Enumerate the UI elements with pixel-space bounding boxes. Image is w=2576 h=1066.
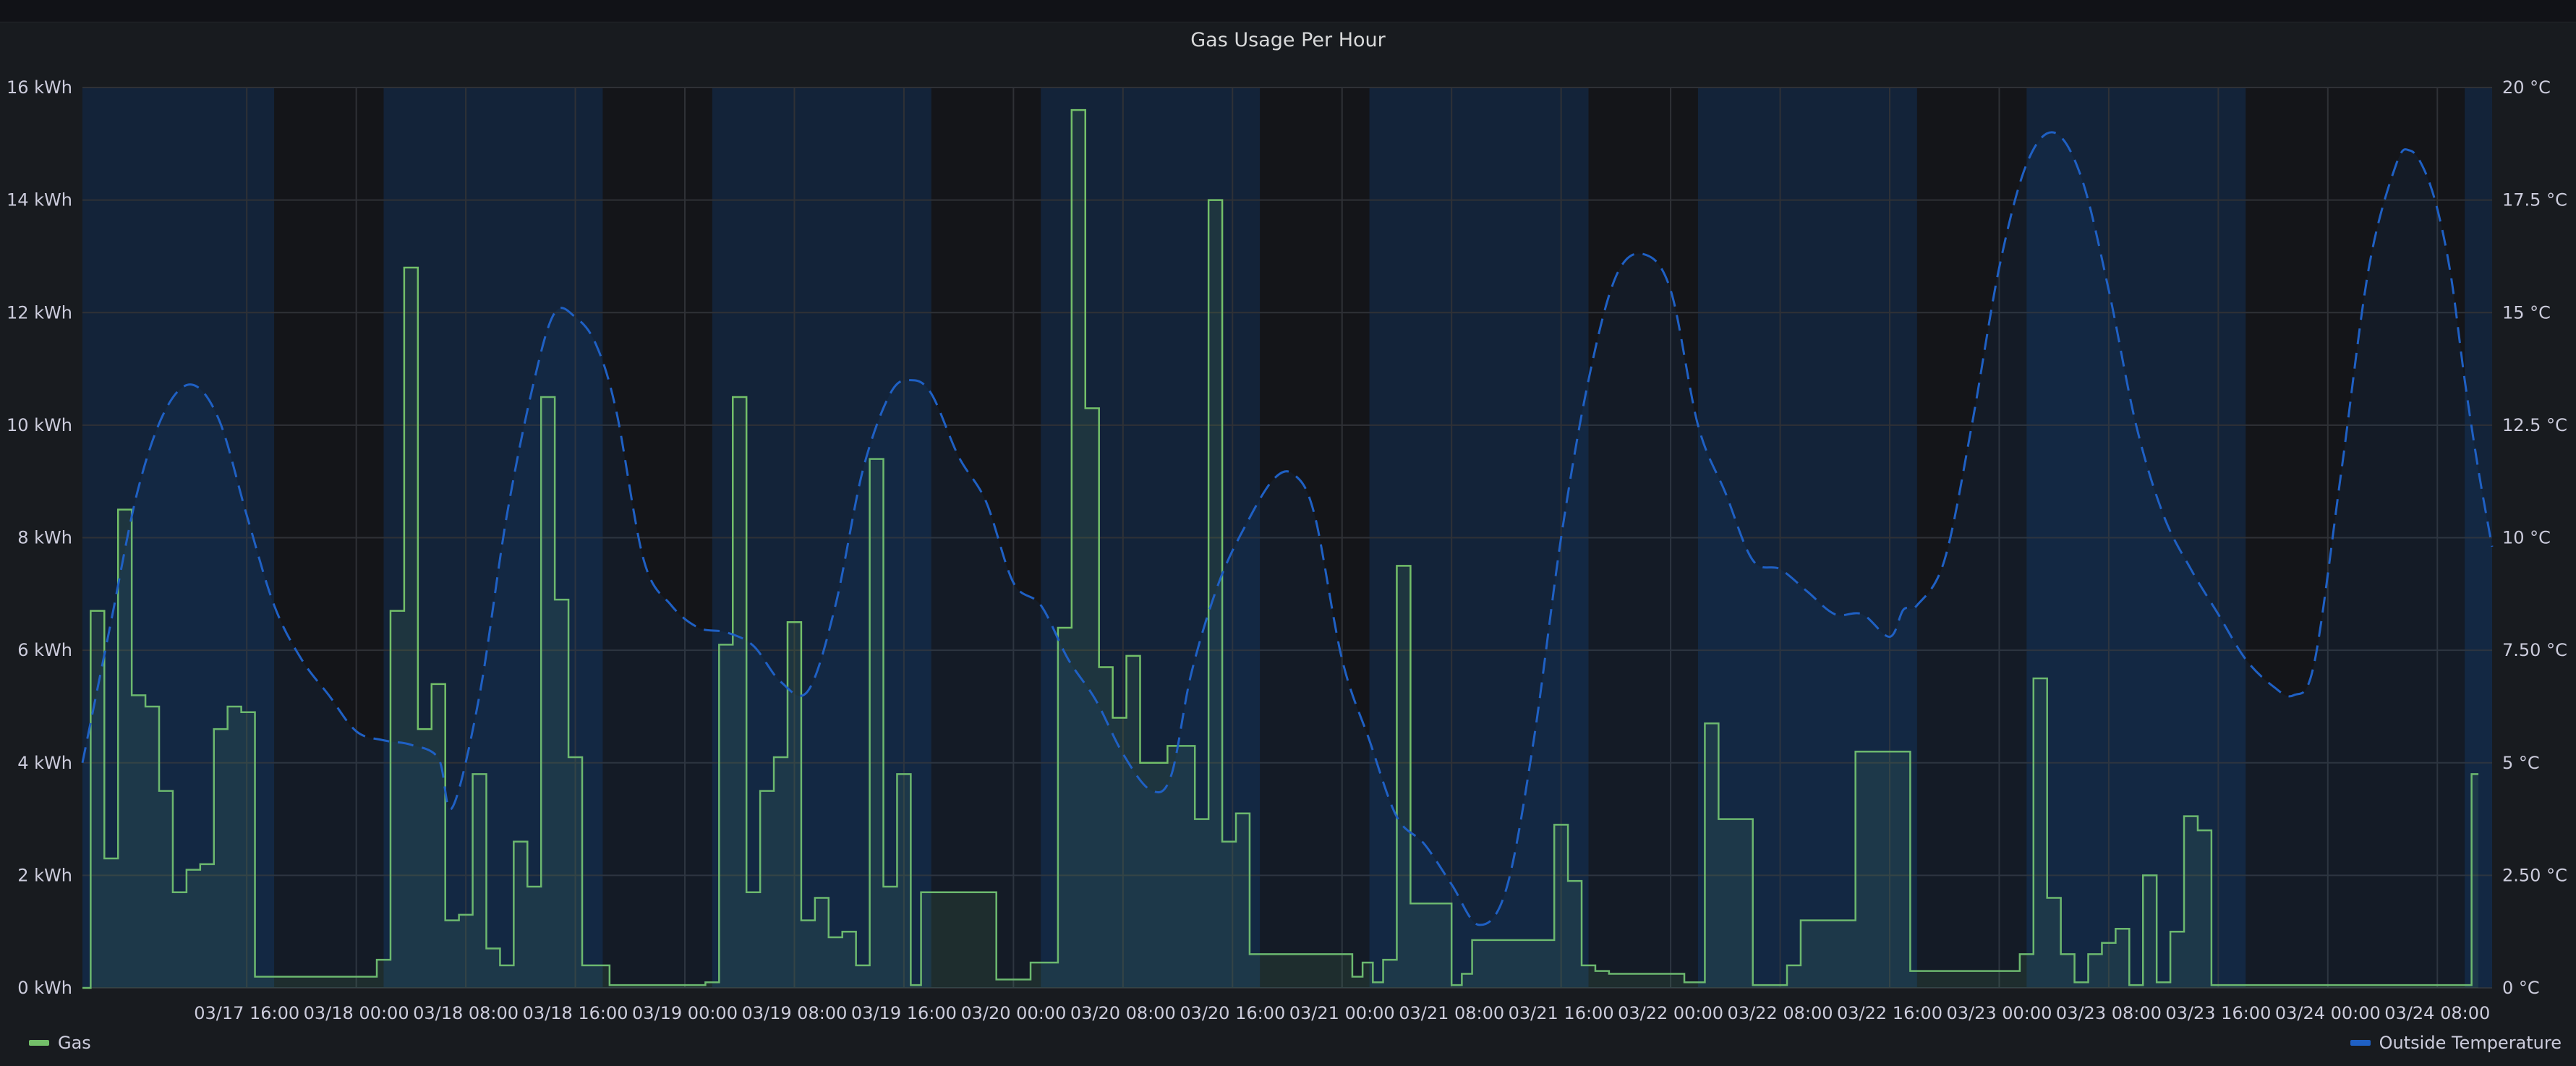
x-tick-label: 03/22 00:00 xyxy=(1618,1003,1723,1023)
legend-swatch-temperature xyxy=(2350,1040,2371,1046)
y-right-tick-label: 20 °C xyxy=(2502,77,2551,98)
x-tick-label: 03/23 00:00 xyxy=(1946,1003,2052,1023)
y-right-tick-label: 15 °C xyxy=(2502,302,2551,323)
y-left-tick-label: 4 kWh xyxy=(17,753,72,773)
y-left-tick-label: 8 kWh xyxy=(17,528,72,548)
legend-label-temperature: Outside Temperature xyxy=(2379,1033,2562,1053)
y-right-tick-label: 0 °C xyxy=(2502,978,2540,998)
x-tick-label: 03/21 16:00 xyxy=(1509,1003,1614,1023)
y-right-tick-label: 12.5 °C xyxy=(2502,415,2567,435)
y-right-tick-label: 2.50 °C xyxy=(2502,865,2567,885)
gas-series xyxy=(82,108,2479,989)
y-left-tick-label: 6 kWh xyxy=(17,640,72,660)
x-tick-label: 03/20 16:00 xyxy=(1180,1003,1285,1023)
y-right-tick-label: 5 °C xyxy=(2502,753,2540,773)
y-left-tick-label: 14 kWh xyxy=(7,190,72,210)
y-right-tick-label: 7.50 °C xyxy=(2502,640,2567,660)
temperature-line xyxy=(81,131,2494,926)
y-left-tick-label: 2 kWh xyxy=(17,865,72,885)
temperature-area-fill xyxy=(82,132,2492,988)
y-left-tick-label: 16 kWh xyxy=(7,77,72,98)
y-left-tick-label: 12 kWh xyxy=(7,302,72,323)
x-tick-label: 03/21 08:00 xyxy=(1399,1003,1504,1023)
legend-label-gas: Gas xyxy=(58,1033,91,1053)
legend-item-temperature[interactable]: Outside Temperature xyxy=(2350,1032,2562,1054)
x-tick-label: 03/24 00:00 xyxy=(2275,1003,2381,1023)
x-tick-label: 03/22 08:00 xyxy=(1728,1003,1833,1023)
x-tick-label: 03/23 16:00 xyxy=(2165,1003,2271,1023)
grid-lines xyxy=(82,87,2492,989)
y-left-tick-label: 0 kWh xyxy=(17,978,72,998)
x-tick-label: 03/18 08:00 xyxy=(413,1003,519,1023)
y-left-tick-label: 10 kWh xyxy=(7,415,72,435)
legend-swatch-gas xyxy=(29,1040,49,1046)
x-tick-label: 03/19 16:00 xyxy=(851,1003,957,1023)
x-tick-label: 03/17 16:00 xyxy=(194,1003,299,1023)
x-tick-label: 03/20 00:00 xyxy=(960,1003,1066,1023)
panel-title: Gas Usage Per Hour xyxy=(1190,29,1386,51)
y-right-tick-label: 10 °C xyxy=(2502,528,2551,548)
x-tick-label: 03/24 08:00 xyxy=(2384,1003,2490,1023)
x-tick-label: 03/23 08:00 xyxy=(2056,1003,2162,1023)
x-tick-label: 03/19 00:00 xyxy=(632,1003,738,1023)
legend-item-gas[interactable]: Gas xyxy=(29,1032,91,1054)
x-tick-label: 03/21 00:00 xyxy=(1289,1003,1395,1023)
x-tick-label: 03/19 08:00 xyxy=(741,1003,847,1023)
y-right-tick-label: 17.5 °C xyxy=(2502,190,2567,210)
x-axis: 03/17 16:00 03/18 00:00 03/18 08:00 03/18 1… xyxy=(194,1003,2490,1023)
x-tick-label: 03/18 16:00 xyxy=(523,1003,628,1023)
x-tick-label: 03/22 16:00 xyxy=(1837,1003,1942,1023)
temperature-series xyxy=(81,131,2494,988)
gas-line xyxy=(82,108,2479,989)
x-tick-label: 03/20 08:00 xyxy=(1070,1003,1176,1023)
gas-area-fill xyxy=(82,110,2479,988)
y-axis-right: 0 °C 2.50 °C 5 °C 7.50 °C 10 °C 12.5 °C 15 °C 1… xyxy=(2502,77,2567,998)
x-tick-label: 03/18 00:00 xyxy=(304,1003,409,1023)
y-axis-left: 0 kWh 2 kWh 4 kWh 6 kWh 8 kWh 10 kWh 12 kWh 14 … xyxy=(7,77,72,998)
